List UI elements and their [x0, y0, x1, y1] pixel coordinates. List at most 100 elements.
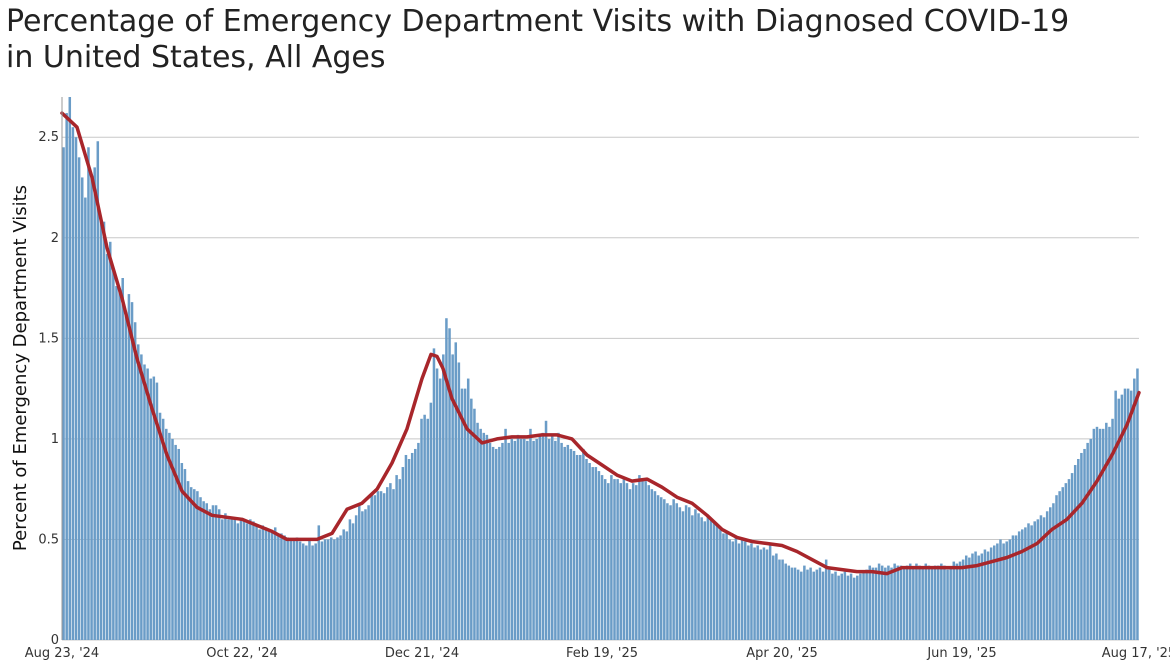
bar	[407, 459, 411, 640]
bar	[821, 571, 825, 640]
bar	[277, 533, 280, 640]
bar	[672, 499, 675, 640]
bar	[442, 354, 445, 640]
bar	[557, 432, 560, 640]
bar	[460, 388, 464, 640]
bar	[756, 545, 759, 640]
bar	[971, 553, 974, 640]
bar	[535, 438, 538, 640]
bar	[734, 537, 738, 640]
bar	[96, 141, 100, 640]
bar	[659, 497, 663, 640]
bar	[933, 565, 937, 640]
bar	[588, 463, 591, 640]
bar	[158, 412, 162, 640]
bar	[143, 364, 146, 640]
bar	[715, 525, 719, 640]
bar	[862, 571, 865, 640]
bar	[834, 571, 837, 640]
bar	[796, 569, 800, 640]
bar	[1039, 515, 1043, 640]
bar	[765, 549, 769, 640]
bar	[731, 541, 735, 640]
average-line	[60, 111, 1141, 576]
bar	[806, 569, 809, 640]
bar	[538, 434, 542, 640]
bar	[1049, 507, 1052, 640]
bar	[286, 537, 289, 640]
x-tick-label: Jun 19, '25	[926, 646, 996, 660]
bar	[877, 563, 881, 640]
bar	[376, 491, 380, 640]
bar	[152, 376, 156, 640]
bar	[1077, 459, 1080, 640]
bar	[899, 565, 903, 640]
bar	[700, 517, 703, 640]
bar	[161, 418, 165, 640]
bar	[993, 545, 996, 640]
bar	[1024, 527, 1027, 640]
bar	[918, 565, 921, 640]
bar	[1108, 426, 1111, 640]
bar	[681, 511, 685, 640]
bar	[980, 553, 984, 640]
bar	[432, 348, 436, 640]
bar	[622, 479, 626, 640]
bar	[301, 543, 305, 640]
bar	[687, 507, 691, 640]
bar	[554, 440, 557, 640]
bar	[137, 344, 140, 640]
bar	[1002, 543, 1005, 640]
bar	[529, 428, 532, 640]
bar	[874, 567, 878, 640]
bar	[603, 479, 607, 640]
bar	[494, 448, 498, 640]
bar	[211, 505, 215, 640]
bar	[501, 442, 504, 640]
bar	[305, 545, 308, 640]
x-tick-label: Aug 23, '24	[25, 646, 99, 660]
bar	[183, 469, 187, 640]
bar	[996, 543, 999, 640]
bar	[224, 513, 227, 640]
bar	[1070, 473, 1074, 640]
bar	[709, 519, 713, 640]
y-tick-label: 0.5	[38, 532, 59, 547]
bar	[267, 531, 271, 640]
bar	[809, 567, 812, 640]
bar	[177, 448, 180, 640]
bar	[1095, 426, 1099, 640]
bar	[283, 535, 286, 640]
bar	[544, 420, 548, 640]
bar	[289, 539, 293, 640]
bar	[719, 529, 722, 640]
bar	[585, 459, 588, 640]
bar	[242, 519, 246, 640]
bar	[255, 525, 258, 640]
bar	[196, 491, 199, 640]
bar	[342, 529, 345, 640]
bar	[233, 517, 237, 640]
bar	[124, 314, 128, 640]
bar	[1133, 378, 1136, 640]
bar	[737, 543, 741, 640]
bar	[270, 531, 274, 640]
bar	[127, 294, 131, 640]
bar	[476, 422, 479, 640]
bar	[750, 543, 753, 640]
bar	[510, 438, 514, 640]
bar	[308, 539, 311, 640]
bar	[112, 267, 115, 640]
bar	[180, 463, 184, 640]
bar	[759, 549, 763, 640]
bar	[610, 475, 613, 640]
x-tick-label: Aug 17, '25	[1102, 646, 1170, 660]
bar	[635, 485, 638, 640]
bar	[989, 547, 993, 640]
bar	[404, 454, 408, 640]
bar	[295, 537, 299, 640]
bar	[880, 565, 884, 640]
chart-title-line-2: in United States, All Ages	[6, 40, 386, 75]
bar	[479, 428, 482, 640]
